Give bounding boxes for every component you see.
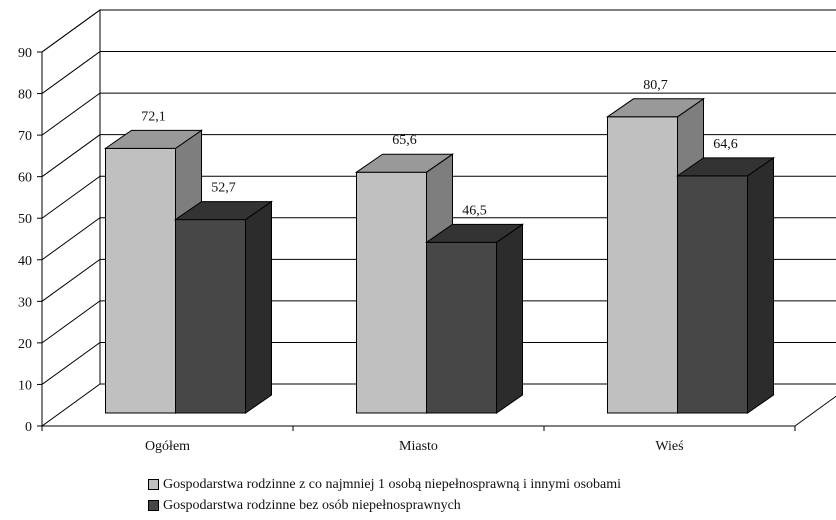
bar-top bbox=[675, 157, 776, 177]
x-tick-label: Miasto bbox=[399, 439, 438, 454]
bars: 72,1 52,7 65,6 46,5 80,7 64,6 bbox=[103, 78, 776, 414]
bar-top bbox=[605, 98, 706, 118]
bar-front bbox=[105, 147, 176, 414]
data-label: 80,7 bbox=[643, 78, 668, 93]
y-tick-label: 70 bbox=[18, 129, 32, 144]
data-label: 65,6 bbox=[392, 133, 417, 148]
bar-front bbox=[677, 175, 748, 414]
legend: Gospodarstwa rodzinne z co najmniej 1 os… bbox=[136, 474, 736, 520]
y-tick-label: 60 bbox=[18, 171, 32, 186]
data-label: 52,7 bbox=[211, 181, 236, 196]
gridline bbox=[41, 341, 836, 385]
gridline bbox=[41, 9, 836, 53]
y-tick-label: 40 bbox=[18, 254, 32, 269]
legend-label-2: Gospodarstwa rodzinne bez osób niepełnos… bbox=[163, 498, 461, 513]
gridline bbox=[41, 134, 836, 178]
bar-front bbox=[607, 116, 678, 414]
y-tick-label: 30 bbox=[18, 295, 32, 310]
gridline bbox=[41, 217, 836, 261]
data-label: 72,1 bbox=[141, 109, 166, 124]
x-tick-label: Wieś bbox=[655, 439, 683, 454]
bar-side bbox=[747, 156, 774, 414]
data-label: 64,6 bbox=[713, 137, 738, 152]
legend-item-1: Gospodarstwa rodzinne z co najmniej 1 os… bbox=[136, 474, 736, 495]
bar-top bbox=[354, 153, 455, 173]
x-tick-label: Ogółem bbox=[145, 439, 190, 454]
gridline bbox=[41, 300, 836, 344]
bar-front bbox=[175, 219, 246, 414]
bar-front bbox=[356, 171, 427, 414]
legend-swatch-2 bbox=[148, 500, 159, 511]
y-tick-label: 10 bbox=[18, 378, 32, 393]
bar-top bbox=[424, 223, 525, 243]
bar-side bbox=[496, 223, 523, 414]
legend-swatch-1 bbox=[148, 479, 159, 490]
y-tick-label: 20 bbox=[18, 337, 32, 352]
bar-front bbox=[426, 241, 497, 414]
gridline bbox=[41, 258, 836, 302]
y-tick-label: 50 bbox=[18, 212, 32, 227]
gridline bbox=[41, 51, 836, 94]
y-tick-label: 90 bbox=[18, 46, 32, 61]
data-label: 46,5 bbox=[462, 203, 487, 218]
y-tick-label: 80 bbox=[18, 88, 32, 103]
legend-item-2: Gospodarstwa rodzinne bez osób niepełnos… bbox=[136, 495, 736, 516]
legend-label-1: Gospodarstwa rodzinne z co najmniej 1 os… bbox=[163, 477, 622, 492]
y-tick-label: 0 bbox=[25, 420, 32, 435]
gridline bbox=[41, 175, 836, 219]
gridline bbox=[41, 92, 836, 136]
bar-top bbox=[103, 129, 204, 149]
bar-side bbox=[245, 200, 272, 414]
bar-top bbox=[173, 201, 274, 221]
x-axis-labels: Ogółem Miasto Wieś bbox=[41, 426, 796, 454]
floor-right-edge bbox=[794, 395, 836, 427]
y-axis-ticks: 0 10 20 30 40 50 60 70 80 90 bbox=[18, 46, 42, 435]
